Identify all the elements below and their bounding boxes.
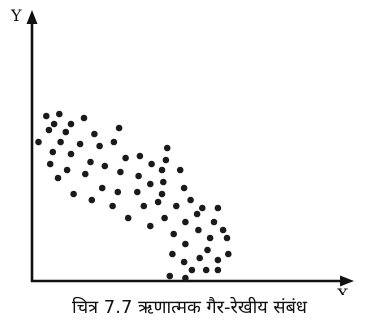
data-point [136,152,144,160]
data-point [109,202,116,210]
data-point [214,266,222,274]
data-point [176,166,184,174]
data-point [166,272,174,280]
data-point [204,246,211,254]
data-point [170,230,177,238]
data-point [122,154,129,162]
data-point [87,158,94,166]
data-point [147,222,154,230]
data-point [115,124,123,132]
data-point [169,250,176,258]
data-point [160,178,167,186]
data-point [134,188,141,196]
figure-caption: चित्र 7.7 ऋणात्मक गैर-रेखीय संबंध [72,297,307,318]
data-point [54,174,62,182]
data-point [223,234,231,242]
scatter-chart: Y X [10,6,354,295]
data-point [206,234,214,242]
data-point [50,120,58,128]
data-point [147,180,154,188]
data-point [195,226,202,234]
data-point [214,204,222,212]
data-point [96,142,103,150]
data-point [110,138,118,146]
data-point [140,202,148,210]
data-point [76,140,84,148]
data-point [182,274,189,282]
data-point [163,144,171,152]
data-point [210,218,218,226]
data-points [35,110,232,282]
data-point [117,168,124,176]
data-point [46,160,54,168]
data-point [158,166,166,174]
data-point [173,202,180,210]
data-point [67,120,75,128]
data-point [182,218,189,226]
data-point [57,138,64,146]
data-point [43,112,50,120]
data-point [45,126,53,134]
y-axis-arrow [26,10,38,24]
data-point [63,166,71,174]
data-point [124,214,132,222]
data-point [62,128,70,136]
data-point [193,210,201,218]
data-point [88,196,96,204]
data-point [70,190,77,198]
data-point [187,196,194,204]
data-point [80,114,88,122]
data-point [135,172,142,180]
data-point [182,240,189,248]
data-point [225,250,232,258]
data-point [114,188,122,196]
data-point [219,226,227,234]
data-point [202,266,210,274]
data-point [67,150,75,158]
data-point [148,160,155,168]
data-point [101,162,109,170]
data-point [188,266,196,274]
x-axis-arrow [340,275,354,287]
data-point [161,214,168,222]
data-point [82,170,89,178]
data-point [180,184,188,192]
data-point [154,198,162,206]
data-point [196,254,203,262]
data-point [49,148,57,156]
data-point [180,258,188,266]
data-point [56,110,63,118]
data-point [214,256,222,264]
y-axis-label: Y [10,6,22,25]
data-point [162,156,170,164]
x-axis-label: X [337,285,349,295]
data-point [35,138,42,146]
data-point [98,184,106,192]
data-point [199,204,206,212]
data-point [158,190,166,198]
data-point [91,130,98,138]
